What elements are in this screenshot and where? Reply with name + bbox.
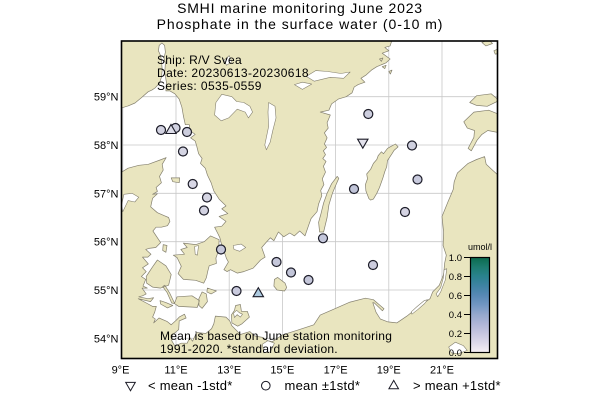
svg-text:Series: 0535-0559: Series: 0535-0559	[157, 79, 262, 93]
svg-text:57°N: 57°N	[94, 188, 119, 200]
svg-text:0.0: 0.0	[449, 348, 462, 359]
svg-text:9°E: 9°E	[112, 365, 130, 377]
svg-text:21°E: 21°E	[430, 365, 454, 377]
svg-text:0.8: 0.8	[449, 272, 462, 283]
svg-text:SMHI marine monitoring June 20: SMHI marine monitoring June 2023	[177, 0, 423, 16]
svg-text:59°N: 59°N	[94, 92, 119, 104]
svg-text:17°E: 17°E	[324, 365, 348, 377]
svg-text:> mean +1std*: > mean +1std*	[413, 378, 501, 393]
svg-text:11°E: 11°E	[164, 365, 187, 377]
svg-text:mean ±1std*: mean ±1std*	[285, 378, 361, 393]
svg-text:umol/l: umol/l	[468, 242, 492, 252]
svg-text:Phosphate in the surface water: Phosphate in the surface water (0-10 m)	[157, 16, 444, 32]
svg-text:55°N: 55°N	[94, 285, 119, 297]
svg-text:Mean is based on June station: Mean is based on June station monitoring	[160, 329, 392, 343]
svg-text:Date: 20230613-20230618: Date: 20230613-20230618	[157, 66, 309, 80]
svg-text:0.6: 0.6	[449, 291, 462, 302]
svg-text:15°E: 15°E	[270, 365, 294, 377]
svg-text:13°E: 13°E	[217, 365, 241, 377]
svg-text:0.2: 0.2	[449, 329, 462, 340]
svg-text:1.0: 1.0	[449, 253, 462, 264]
svg-text:1991-2020. *standard deviation: 1991-2020. *standard deviation.	[160, 342, 338, 356]
svg-text:19°E: 19°E	[377, 365, 401, 377]
svg-text:Ship: R/V Svea: Ship: R/V Svea	[157, 53, 242, 67]
svg-text:58°N: 58°N	[94, 140, 119, 152]
svg-text:0.4: 0.4	[449, 310, 462, 321]
svg-text:< mean -1std*: < mean -1std*	[148, 378, 233, 393]
svg-text:56°N: 56°N	[94, 237, 119, 249]
svg-text:54°N: 54°N	[94, 333, 119, 345]
